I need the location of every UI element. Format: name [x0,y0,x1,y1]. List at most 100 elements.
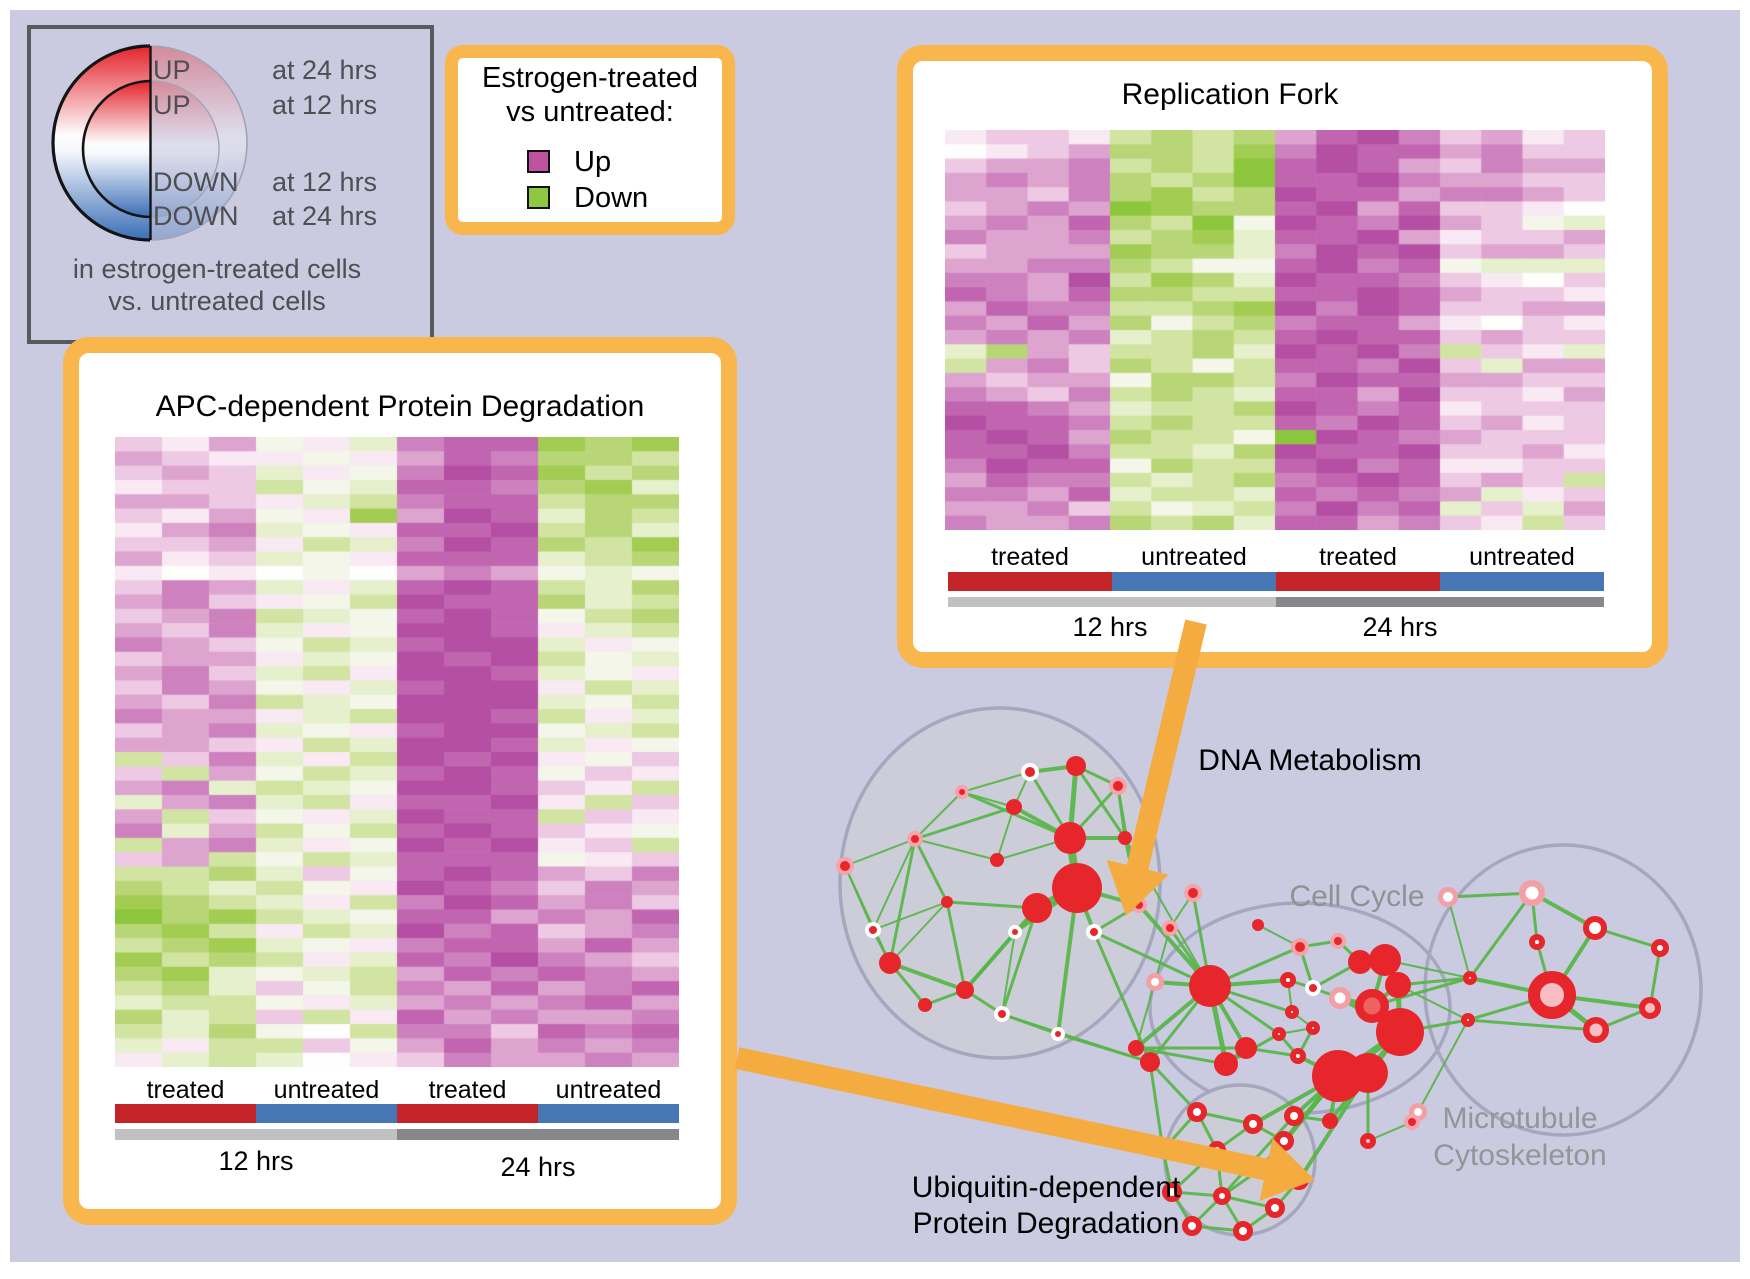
microtubule-label-line1: Microtubule [1442,1102,1598,1135]
network-edge [1074,764,1127,840]
network-node-white [865,922,881,938]
inner-right-arc [150,80,220,218]
rf-12hrs-bar [948,597,1276,607]
apc-treated-bar-24 [397,1104,538,1123]
network-node-solid [941,896,953,908]
network-node-solid [956,981,974,999]
network-edge [1397,984,1469,1021]
network-edge [872,901,948,931]
network-node-ringpink [1639,997,1661,1019]
rf-12hrs-label: 12 hrs [1072,612,1148,642]
network-node-solid [1369,944,1401,976]
dna-metabolism-label: DNA Metabolism [1198,744,1422,777]
rf-untreated-bar-12 [1112,572,1276,591]
outer-right-arc [149,45,248,241]
network-node-white [1051,1027,1065,1041]
network-node-ringwhite [1274,1131,1294,1151]
up-24-label: UP [153,55,191,85]
outer-left-arc [51,44,151,242]
network-edge [963,930,1017,992]
network-edge [888,961,967,992]
rf-group-label-1: treated [991,543,1069,571]
down-24-label: DOWN [153,201,239,231]
network-node-ringwhite [1187,1102,1207,1122]
at-12hrs-label: at 12 hrs [272,90,378,120]
up-swatch [527,150,550,173]
network-node-solid [1385,972,1411,998]
apc-12hrs-bar [115,1129,397,1140]
apc-12hrs-label: 12 hrs [218,1146,294,1176]
network-edge [945,900,1039,910]
rf-heatmap-canvas [945,130,1605,530]
network-node-white [1086,924,1102,940]
network-node-pink [1184,884,1202,902]
network-node-ringwhite [1265,1198,1285,1218]
network-node-white [1008,925,1022,939]
network-node-pink [1291,938,1309,956]
at-12hrs-label-2: at 12 hrs [272,167,378,197]
network-edge [1154,927,1171,983]
network-edge [888,837,917,965]
network-node-ringpink [1360,1133,1376,1149]
network-node-pink [1162,920,1178,936]
network-node-ringwhite [1213,1187,1231,1205]
network-node-pink [1404,1114,1420,1130]
network-node-pinkwhite [1146,973,1164,991]
microtubule-cytoskeleton-label: Microtubule Cytoskeleton [1380,1100,1660,1174]
network-node-ringwhite [1182,1216,1202,1236]
network-node-solid [1006,799,1022,815]
apc-heatmap-canvas [115,437,679,1067]
estrogen-legend-title-line1: Estrogen-treated [481,62,698,94]
network-edge [1220,1114,1296,1198]
apc-untreated-bar-12 [256,1104,397,1123]
network-node-ringwhite [1272,1027,1286,1041]
network-node-ringwhite [1290,1048,1306,1064]
rf-group-label-3: treated [1319,543,1397,571]
network-node-ringwhite [1461,1013,1475,1027]
estrogen-legend-title-line2: vs untreated: [506,96,674,128]
network-node-solid [1322,1113,1338,1129]
apc-treated-bar-12 [115,1104,256,1123]
network-node-ringwhite [1583,916,1607,940]
apc-group-label-2: untreated [273,1076,380,1104]
ubiquitin-degradation-label: Ubiquitin-dependent Protein Degradation [886,1170,1206,1242]
network-edge [996,806,1015,861]
down-label: Down [574,182,649,214]
network-node-solid [1348,1053,1388,1093]
apc-group-label-3: treated [428,1076,507,1104]
network-edge [1148,1060,1165,1152]
network-node-pink [836,857,854,875]
inner-left-arc [81,79,152,219]
network-node-solid [1128,1040,1144,1056]
network-edge [1056,1032,1152,1064]
network-edge [913,805,1016,841]
network-node-ringred [1355,989,1389,1023]
rf-untreated-bar-24 [1440,572,1604,591]
network-node-solid [1235,1037,1257,1059]
network-node-pinkwhite [1519,880,1545,906]
network-node-ringwhite [1280,972,1296,988]
network-edge [914,838,998,861]
apc-group-label-4: untreated [555,1076,662,1104]
network-node-pinkwhite [1438,887,1458,907]
network-edge [1000,906,1039,1016]
up-label: Up [574,146,612,178]
network-node-solid [1140,1052,1160,1072]
network-node-solid [1214,1052,1238,1076]
network-edge [1466,1018,1598,1032]
apc-24hrs-bar [397,1129,679,1140]
venn-footer-line2: vs. untreated cells [108,286,326,316]
network-node-solid [879,952,901,974]
network-node-ringpink [1528,971,1576,1019]
network-node-ringwhite [1233,1221,1253,1241]
network-node-solid [990,853,1004,867]
at-24hrs-label-2: at 24 hrs [272,201,378,231]
estrogen-legend-box [445,45,735,235]
orange-arrow-1 [1106,619,1207,916]
up-12-label: UP [153,90,191,120]
apc-panel-title: APC-dependent Protein Degradation [155,390,645,423]
rf-24hrs-bar [1276,597,1604,607]
network-node-ringwhite [1529,934,1545,950]
network-edge [1468,891,1534,980]
